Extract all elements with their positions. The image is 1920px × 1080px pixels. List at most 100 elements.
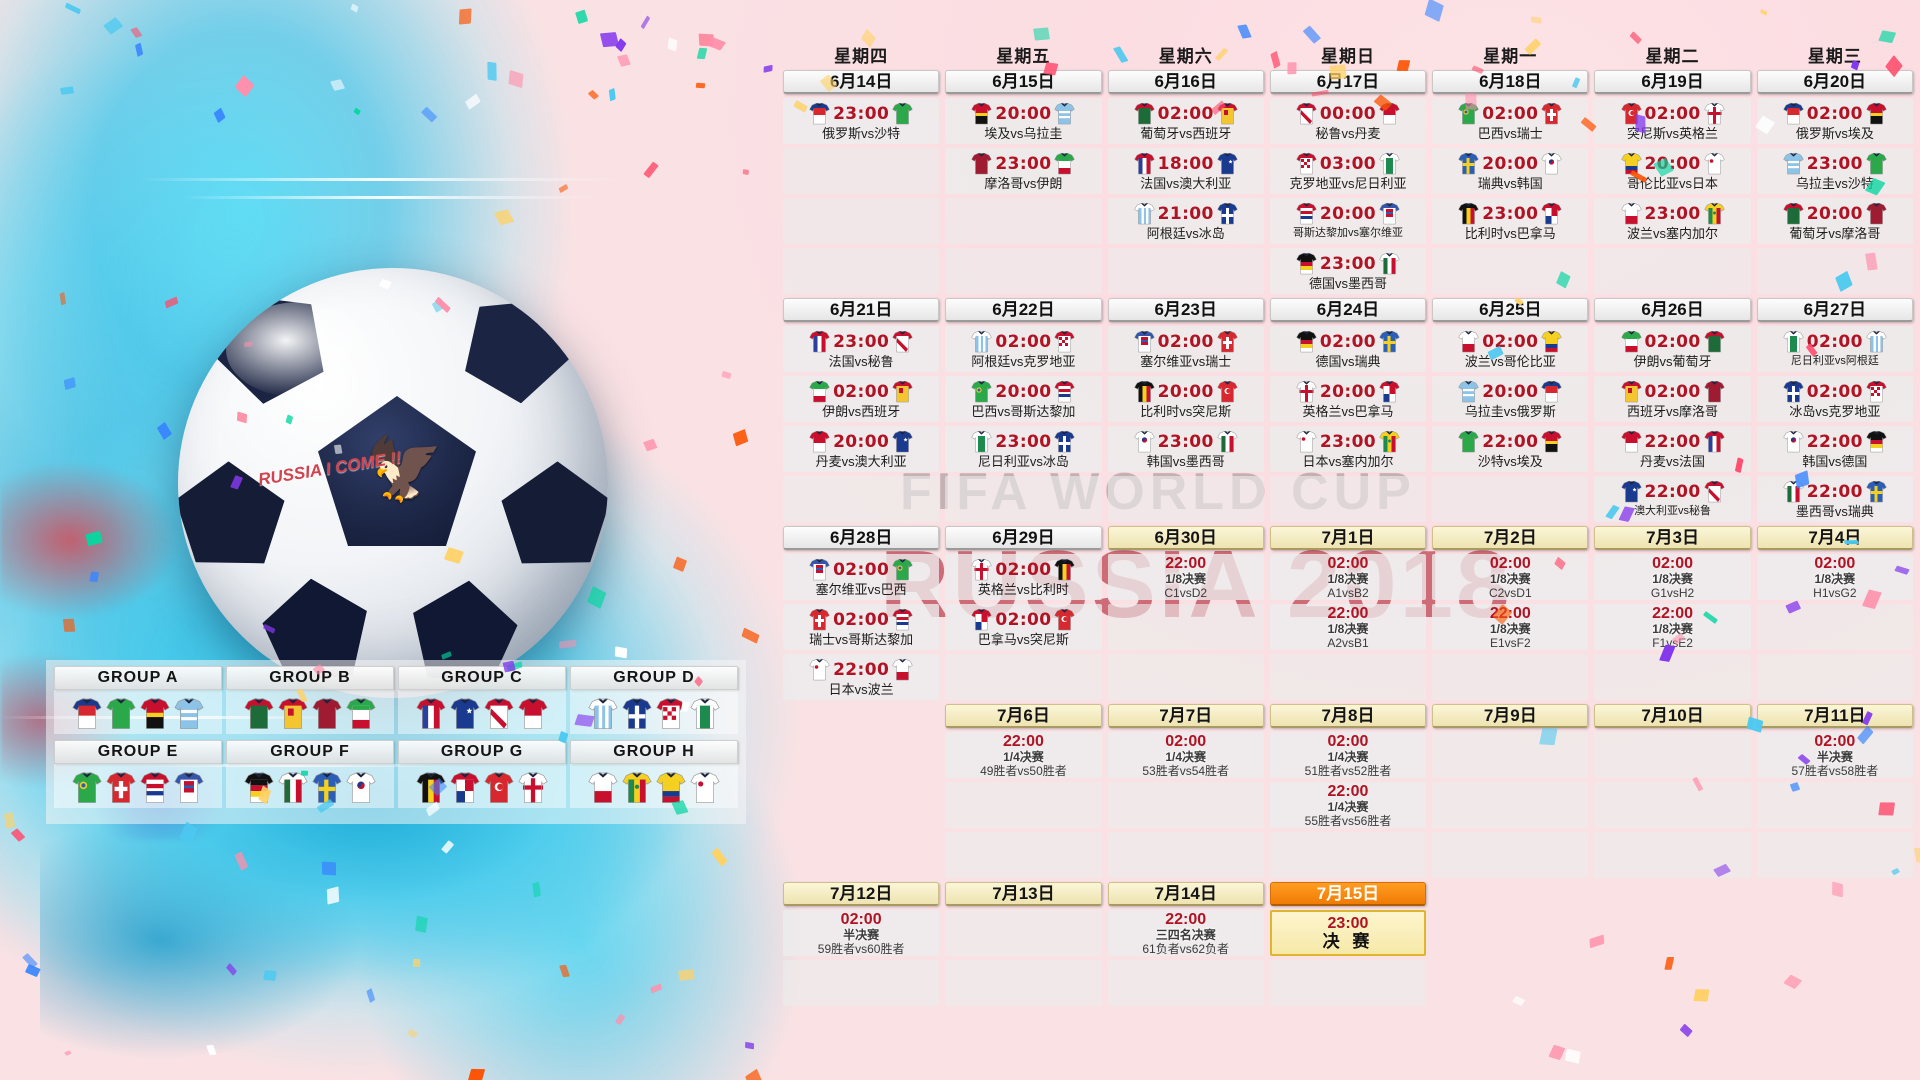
group-match-cell[interactable]: 02:00 德国vs瑞典 [1269,326,1427,372]
group-match-cell[interactable]: 02:00 巴拿马vs突尼斯 [945,604,1102,650]
group-match-cell[interactable]: 18:00 法国vs澳大利亚 [1107,148,1264,194]
group-match-cell[interactable]: 02:00 俄罗斯vs埃及 [1756,98,1913,144]
group-match-cell[interactable]: 22:00 日本vs波兰 [783,654,940,700]
date-header[interactable]: 6月18日 [1432,70,1589,94]
group-box-group-e[interactable]: GROUP E [54,740,222,808]
group-match-cell[interactable]: 23:00 法国vs秘鲁 [783,326,940,372]
group-match-cell[interactable]: 02:00 塞尔维亚vs瑞士 [1107,326,1264,372]
knockout-match-cell[interactable]: 22:00 三四名决赛 61负者vs62负者 [1107,910,1264,956]
date-header[interactable]: 6月28日 [783,526,940,550]
group-box-group-f[interactable]: GROUP F [226,740,394,808]
final-match-cell[interactable]: 23:00 决 赛 [1269,910,1427,956]
date-header[interactable]: 6月15日 [945,70,1102,94]
group-match-cell[interactable]: 20:00 比利时vs突尼斯 [1107,376,1264,422]
date-header[interactable]: 7月14日 [1107,882,1264,906]
knockout-match-cell[interactable]: 22:00 1/4决赛 55胜者vs56胜者 [1269,782,1427,828]
group-match-cell[interactable]: 02:00 突尼斯vs英格兰 [1594,98,1751,144]
group-box-group-g[interactable]: GROUP G [398,740,566,808]
group-match-cell[interactable]: 23:00 摩洛哥vs伊朗 [945,148,1102,194]
knockout-match-cell[interactable]: 02:00 1/8决赛 G1vsH2 [1594,554,1751,600]
date-header[interactable]: 6月27日 [1756,298,1913,322]
group-match-cell[interactable]: 23:00 比利时vs巴拿马 [1432,198,1589,244]
group-match-cell[interactable]: 23:00 俄罗斯vs沙特 [783,98,940,144]
group-match-cell[interactable]: 23:00 日本vs塞内加尔 [1269,426,1427,472]
group-match-cell[interactable]: 02:00 冰岛vs克罗地亚 [1756,376,1913,422]
group-match-cell[interactable]: 20:00 埃及vs乌拉圭 [945,98,1102,144]
group-match-cell[interactable]: 23:00 德国vs墨西哥 [1269,248,1427,294]
date-header[interactable]: 7月12日 [783,882,940,906]
knockout-match-cell[interactable]: 02:00 1/4决赛 51胜者vs52胜者 [1269,732,1427,778]
date-header[interactable]: 7月3日 [1594,526,1751,550]
group-match-cell[interactable]: 02:00 伊朗vs西班牙 [783,376,940,422]
group-match-cell[interactable]: 23:00 波兰vs塞内加尔 [1594,198,1751,244]
group-match-cell[interactable]: 20:00 瑞典vs韩国 [1432,148,1589,194]
knockout-match-cell[interactable]: 02:00 半决赛 59胜者vs60胜者 [783,910,940,956]
group-match-cell[interactable]: 22:00 澳大利亚vs秘鲁 [1594,476,1751,522]
group-match-cell[interactable]: 20:00 葡萄牙vs摩洛哥 [1756,198,1913,244]
date-header[interactable]: 6月14日 [783,70,940,94]
group-match-cell[interactable]: 02:00 阿根廷vs克罗地亚 [945,326,1102,372]
date-header[interactable]: 7月10日 [1594,704,1751,728]
group-box-group-b[interactable]: GROUP B [226,666,394,734]
date-header[interactable]: 6月29日 [945,526,1102,550]
group-box-group-a[interactable]: GROUP A [54,666,222,734]
group-match-cell[interactable]: 22:00 沙特vs埃及 [1432,426,1589,472]
group-box-group-h[interactable]: GROUP H [570,740,738,808]
date-header[interactable]: 7月9日 [1432,704,1589,728]
knockout-match-cell[interactable]: 02:00 1/4决赛 53胜者vs54胜者 [1107,732,1264,778]
knockout-match-cell[interactable]: 02:00 1/8决赛 A1vsB2 [1269,554,1427,600]
group-box-group-c[interactable]: GROUP C [398,666,566,734]
group-match-cell[interactable]: 02:00 尼日利亚vs阿根廷 [1756,326,1913,372]
date-header[interactable]: 6月21日 [783,298,940,322]
group-match-cell[interactable]: 02:00 巴西vs瑞士 [1432,98,1589,144]
group-match-cell[interactable]: 22:00 墨西哥vs瑞典 [1756,476,1913,522]
date-header[interactable]: 6月25日 [1432,298,1589,322]
group-match-cell[interactable]: 23:00 尼日利亚vs冰岛 [945,426,1102,472]
knockout-match-cell[interactable]: 22:00 1/4决赛 49胜者vs50胜者 [945,732,1102,778]
date-header[interactable]: 6月23日 [1107,298,1264,322]
date-header[interactable]: 7月11日 [1756,704,1913,728]
date-header[interactable]: 6月16日 [1107,70,1264,94]
group-match-cell[interactable]: 22:00 丹麦vs法国 [1594,426,1751,472]
group-match-cell[interactable]: 23:00 韩国vs墨西哥 [1107,426,1264,472]
group-match-cell[interactable]: 02:00 葡萄牙vs西班牙 [1107,98,1264,144]
group-match-cell[interactable]: 02:00 西班牙vs摩洛哥 [1594,376,1751,422]
date-header[interactable]: 7月2日 [1432,526,1589,550]
group-box-group-d[interactable]: GROUP D [570,666,738,734]
group-match-cell[interactable]: 23:00 乌拉圭vs沙特 [1756,148,1913,194]
date-header[interactable]: 6月19日 [1594,70,1751,94]
date-header[interactable]: 7月1日 [1269,526,1427,550]
group-match-cell[interactable]: 02:00 塞尔维亚vs巴西 [783,554,940,600]
date-header[interactable]: 6月20日 [1756,70,1913,94]
date-header[interactable]: 7月6日 [945,704,1102,728]
knockout-match-cell[interactable]: 02:00 1/8决赛 C2vsD1 [1432,554,1589,600]
group-match-cell[interactable]: 20:00 英格兰vs巴拿马 [1269,376,1427,422]
date-header[interactable]: 7月15日 [1269,882,1427,906]
date-header[interactable]: 6月30日 [1107,526,1264,550]
group-match-cell[interactable]: 00:00 秘鲁vs丹麦 [1269,98,1427,144]
group-match-cell[interactable]: 20:00 巴西vs哥斯达黎加 [945,376,1102,422]
date-header[interactable]: 6月22日 [945,298,1102,322]
group-match-cell[interactable]: 03:00 克罗地亚vs尼日利亚 [1269,148,1427,194]
knockout-match-cell[interactable]: 22:00 1/8决赛 F1vsE2 [1594,604,1751,650]
group-match-cell[interactable]: 20:00 乌拉圭vs俄罗斯 [1432,376,1589,422]
group-match-cell[interactable]: 02:00 伊朗vs葡萄牙 [1594,326,1751,372]
group-match-cell[interactable]: 02:00 英格兰vs比利时 [945,554,1102,600]
group-match-cell[interactable]: 02:00 波兰vs哥伦比亚 [1432,326,1589,372]
date-header[interactable]: 7月13日 [945,882,1102,906]
date-header[interactable]: 7月4日 [1756,526,1913,550]
knockout-match-cell[interactable]: 02:00 半决赛 57胜者vs58胜者 [1756,732,1913,778]
date-header[interactable]: 7月7日 [1107,704,1264,728]
group-match-cell[interactable]: 22:00 韩国vs德国 [1756,426,1913,472]
group-match-cell[interactable]: 20:00 哥伦比亚vs日本 [1594,148,1751,194]
knockout-match-cell[interactable]: 02:00 1/8决赛 H1vsG2 [1756,554,1913,600]
group-match-cell[interactable]: 20:00 哥斯达黎加vs塞尔维亚 [1269,198,1427,244]
group-match-cell[interactable]: 02:00 瑞士vs哥斯达黎加 [783,604,940,650]
knockout-match-cell[interactable]: 22:00 1/8决赛 A2vsB1 [1269,604,1427,650]
date-header[interactable]: 6月26日 [1594,298,1751,322]
knockout-match-cell[interactable]: 22:00 1/8决赛 C1vsD2 [1107,554,1264,600]
date-header[interactable]: 6月24日 [1269,298,1427,322]
date-header[interactable]: 7月8日 [1269,704,1427,728]
group-match-cell[interactable]: 20:00 丹麦vs澳大利亚 [783,426,940,472]
group-match-cell[interactable]: 21:00 阿根廷vs冰岛 [1107,198,1264,244]
